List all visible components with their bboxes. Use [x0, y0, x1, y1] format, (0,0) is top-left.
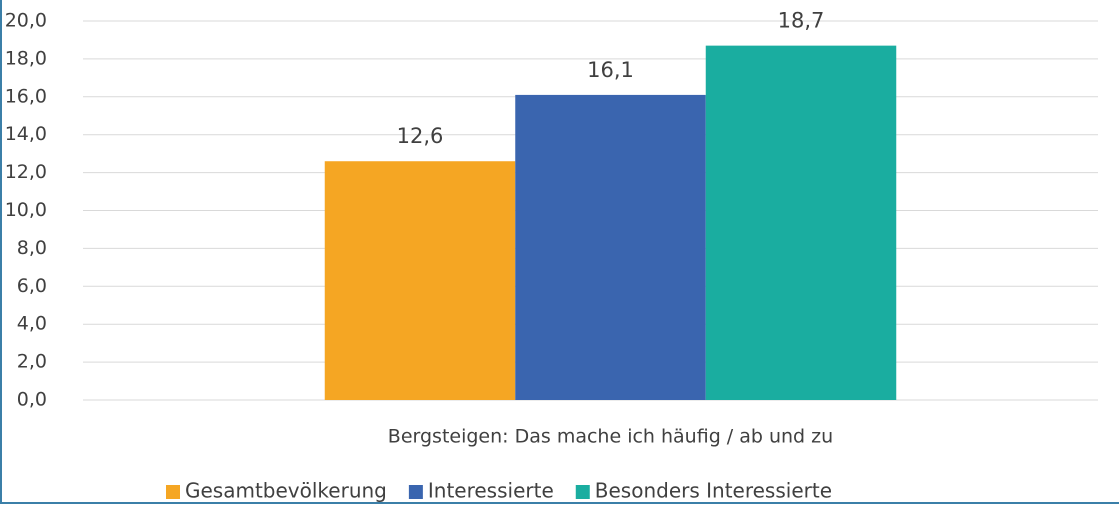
legend-label: Gesamtbevölkerung: [185, 479, 387, 503]
data-label: 18,7: [778, 9, 825, 33]
legend-label: Interessierte: [428, 479, 554, 503]
y-tick-label: 14,0: [5, 123, 47, 145]
legend-label: Besonders Interessierte: [595, 479, 832, 503]
y-tick-label: 10,0: [5, 199, 47, 221]
y-tick-label: 6,0: [17, 275, 47, 297]
y-tick-label: 16,0: [5, 85, 47, 107]
legend-swatch: [575, 485, 590, 499]
bar: [515, 94, 706, 400]
data-label: 16,1: [587, 58, 634, 82]
y-tick-label: 12,0: [5, 161, 47, 183]
bar: [705, 45, 897, 400]
y-tick-label: 4,0: [17, 313, 47, 335]
bar: [324, 161, 516, 400]
y-tick-label: 18,0: [5, 47, 47, 69]
y-tick-label: 20,0: [5, 10, 47, 32]
x-tick-label: Bergsteigen: Das mache ich häufig / ab u…: [388, 426, 833, 448]
legend-swatch: [408, 485, 423, 499]
y-tick-label: 2,0: [17, 351, 47, 373]
legend-swatch: [166, 485, 180, 499]
y-tick-label: 0,0: [17, 389, 47, 411]
y-tick-label: 8,0: [17, 237, 47, 259]
data-label: 12,6: [397, 124, 444, 148]
